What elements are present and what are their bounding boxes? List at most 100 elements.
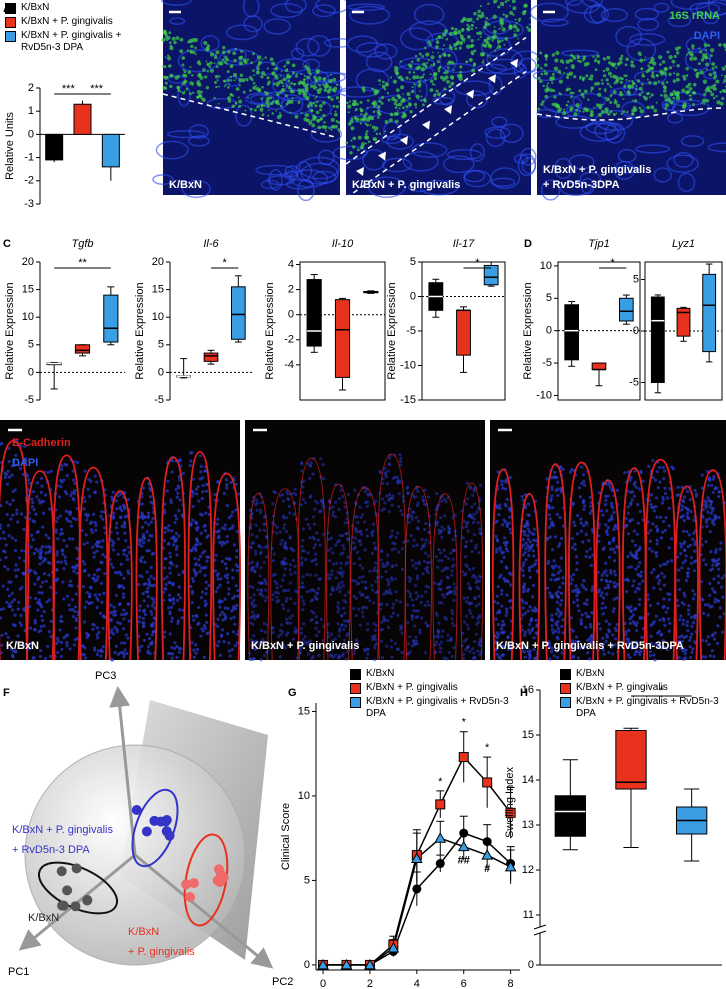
nucleus	[5, 600, 9, 604]
micrograph: K/BxN + P. gingivalis	[245, 420, 485, 662]
nucleus	[308, 589, 312, 593]
nucleus	[629, 609, 633, 613]
nucleus	[95, 549, 99, 553]
nucleus	[88, 521, 93, 525]
nucleus	[216, 617, 220, 621]
nucleus	[521, 585, 526, 589]
nucleus	[556, 619, 560, 624]
bacteria-signal	[181, 63, 185, 67]
nucleus	[394, 590, 398, 594]
nucleus	[259, 581, 263, 586]
nucleus	[201, 476, 205, 480]
nucleus	[662, 519, 666, 524]
nucleus	[85, 514, 89, 518]
bacteria-signal	[378, 99, 382, 103]
bacteria-signal	[650, 93, 654, 97]
nucleus	[590, 611, 594, 615]
nucleus	[140, 644, 144, 648]
bacteria-signal	[206, 70, 209, 73]
nucleus	[315, 597, 319, 601]
nucleus	[226, 606, 230, 611]
nucleus	[342, 627, 346, 632]
tissue-structure	[532, 70, 563, 82]
nucleus	[256, 561, 260, 565]
bacteria-signal	[441, 37, 444, 40]
nucleus	[283, 557, 287, 561]
bacteria-signal	[272, 71, 275, 74]
nucleus	[0, 607, 3, 612]
tissue-structure	[297, 178, 315, 202]
nucleus	[661, 616, 665, 621]
nucleus	[168, 598, 172, 602]
bacteria-signal	[437, 69, 441, 73]
nucleus	[341, 551, 345, 555]
bacteria-signal	[168, 31, 172, 35]
bacteria-signal	[616, 103, 621, 108]
bacteria-signal	[643, 96, 648, 101]
box	[306, 279, 322, 347]
nucleus	[706, 635, 710, 639]
bacteria-signal	[419, 76, 422, 80]
nucleus	[609, 645, 613, 649]
nucleus	[0, 633, 4, 637]
bacteria-signal	[312, 101, 316, 105]
nucleus	[282, 523, 287, 527]
tissue-structure	[486, 48, 523, 71]
nucleus	[301, 527, 305, 531]
nucleus	[59, 527, 63, 532]
nucleus	[711, 477, 715, 481]
nucleus	[218, 599, 222, 603]
nucleus	[55, 568, 59, 572]
bacteria-signal	[606, 82, 610, 86]
nucleus	[225, 556, 229, 561]
bacteria-signal	[573, 112, 578, 117]
nucleus	[13, 488, 17, 492]
nucleus	[639, 570, 644, 574]
nucleus	[470, 549, 474, 554]
bacteria-signal	[481, 61, 485, 64]
bacteria-signal	[331, 124, 336, 129]
bacteria-signal	[427, 59, 430, 62]
nucleus	[165, 489, 169, 493]
bacteria-signal	[536, 64, 540, 68]
bacteria-signal	[618, 58, 621, 61]
nucleus	[679, 552, 683, 556]
nucleus	[177, 573, 181, 577]
nucleus	[110, 628, 114, 632]
bacteria-signal	[273, 82, 276, 86]
villus-outline	[326, 483, 351, 661]
nucleus	[599, 509, 604, 513]
nucleus	[119, 573, 123, 577]
nucleus	[473, 640, 477, 644]
nucleus	[316, 591, 320, 595]
nucleus	[465, 596, 469, 600]
bacteria-signal	[598, 106, 602, 110]
bacteria-signal	[396, 94, 400, 98]
nucleus	[681, 622, 685, 626]
bacteria-signal	[602, 57, 605, 60]
nucleus	[56, 516, 60, 520]
bacteria-signal	[185, 87, 189, 91]
bacteria-signal	[444, 75, 449, 80]
bacteria-signal	[448, 85, 452, 89]
nucleus	[526, 527, 530, 531]
bacteria-signal	[411, 60, 414, 63]
nucleus	[43, 493, 48, 497]
tissue-structure	[302, 58, 321, 71]
nucleus	[92, 573, 96, 577]
bacteria-signal	[609, 110, 613, 114]
nucleus	[527, 568, 532, 573]
nucleus	[354, 614, 359, 618]
nucleus	[309, 494, 313, 498]
nucleus	[374, 547, 378, 551]
nucleus	[498, 548, 502, 552]
nucleus	[103, 572, 107, 576]
bacteria-signal	[227, 99, 232, 103]
nucleus	[528, 622, 532, 627]
nucleus	[352, 652, 356, 656]
nucleus	[275, 586, 279, 590]
nucleus	[361, 575, 365, 579]
nucleus	[221, 526, 225, 530]
nucleus	[389, 614, 394, 619]
nucleus	[101, 645, 105, 649]
